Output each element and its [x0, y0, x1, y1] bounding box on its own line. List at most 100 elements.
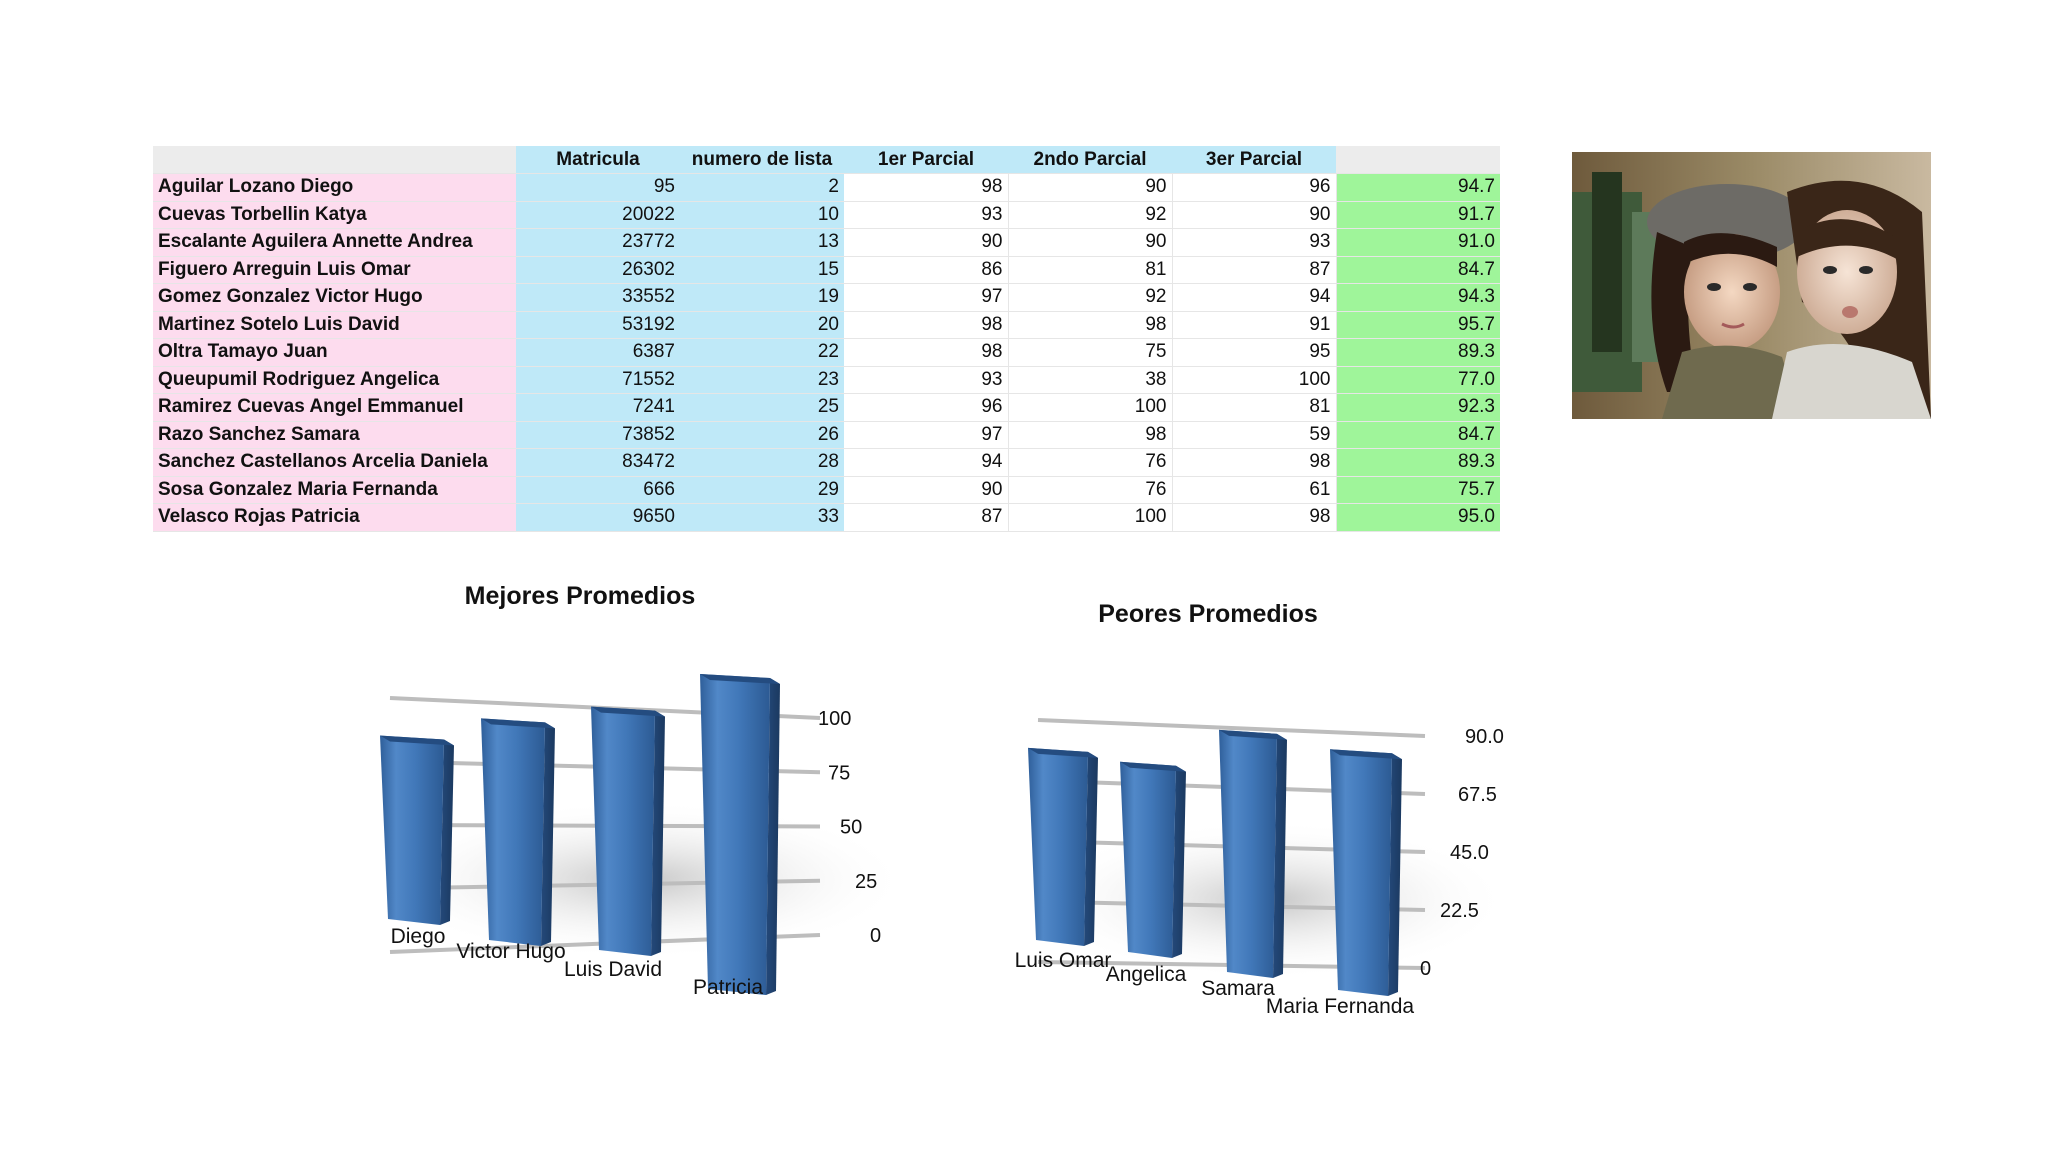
table-row: Gomez Gonzalez Victor Hugo 33552 19 97 92 94 9… — [153, 283, 1500, 312]
cell-3er-parcial: 98 — [1172, 503, 1337, 532]
cell-3er-parcial: 81 — [1172, 393, 1337, 422]
cell-matricula: 33552 — [516, 283, 680, 312]
y-tick-label: 50 — [840, 817, 862, 839]
header-3er-parcial: 3er Parcial — [1172, 146, 1336, 174]
cell-promedio: 95.0 — [1336, 503, 1500, 532]
cell-3er-parcial: 96 — [1172, 173, 1337, 202]
cell-3er-parcial: 90 — [1172, 201, 1337, 229]
cell-promedio: 92.3 — [1336, 393, 1500, 422]
cell-2ndo-parcial: 76 — [1008, 476, 1173, 504]
table-row: Oltra Tamayo Juan 6387 22 98 75 95 89.3 — [153, 338, 1500, 367]
cell-1er-parcial: 98 — [844, 311, 1009, 339]
cell-student-name: Velasco Rojas Patricia — [153, 503, 516, 532]
cell-3er-parcial: 100 — [1172, 366, 1337, 394]
cell-promedio: 84.7 — [1336, 256, 1500, 284]
bar — [1219, 729, 1287, 978]
cell-2ndo-parcial: 38 — [1008, 366, 1173, 394]
cell-matricula: 20022 — [516, 201, 680, 229]
table-row: Aguilar Lozano Diego 95 2 98 90 96 94.7 — [153, 173, 1500, 202]
cell-numero-de-lista: 19 — [680, 283, 844, 312]
cell-2ndo-parcial: 76 — [1008, 448, 1173, 477]
header-matricula: Matricula — [516, 146, 680, 174]
table-row: Razo Sanchez Samara 73852 26 97 98 59 84.7 — [153, 421, 1500, 449]
y-tick-label: 0 — [870, 925, 881, 947]
cell-numero-de-lista: 10 — [680, 201, 844, 229]
table-row: Queupumil Rodriguez Angelica 71552 23 93 38 1… — [153, 366, 1500, 394]
table-row: Sosa Gonzalez Maria Fernanda 666 29 90 76 61 7… — [153, 476, 1500, 504]
y-tick-label: 90.0 — [1465, 726, 1504, 748]
y-tick-label: 22.5 — [1440, 900, 1479, 922]
cell-student-name: Martinez Sotelo Luis David — [153, 311, 516, 339]
cell-matricula: 53192 — [516, 311, 680, 339]
cell-promedio: 89.3 — [1336, 448, 1500, 477]
header-name — [153, 146, 516, 174]
cell-student-name: Sosa Gonzalez Maria Fernanda — [153, 476, 516, 504]
cell-promedio: 89.3 — [1336, 338, 1500, 367]
cell-numero-de-lista: 2 — [680, 173, 844, 202]
cell-matricula: 83472 — [516, 448, 680, 477]
cell-1er-parcial: 98 — [844, 338, 1009, 367]
cell-3er-parcial: 59 — [1172, 421, 1337, 449]
cell-1er-parcial: 93 — [844, 201, 1009, 229]
cell-3er-parcial: 98 — [1172, 448, 1337, 477]
cell-1er-parcial: 86 — [844, 256, 1009, 284]
cell-1er-parcial: 98 — [844, 173, 1009, 202]
cell-1er-parcial: 94 — [844, 448, 1009, 477]
bar — [380, 735, 454, 925]
cell-matricula: 9650 — [516, 503, 680, 532]
table-row: Escalante Aguilera Annette Andrea 23772 13… — [153, 228, 1500, 257]
cell-promedio: 91.7 — [1336, 201, 1500, 229]
header-numero-de-lista: numero de lista — [680, 146, 844, 174]
student-photo — [1572, 152, 1931, 419]
cell-3er-parcial: 93 — [1172, 228, 1337, 257]
table-row: Martinez Sotelo Luis David 53192 20 98 98 91 9… — [153, 311, 1500, 339]
cell-student-name: Aguilar Lozano Diego — [153, 173, 516, 202]
cell-matricula: 95 — [516, 173, 680, 202]
category-label: Victor Hugo — [456, 940, 565, 963]
y-tick-label: 75 — [828, 762, 850, 784]
category-label: Samara — [1201, 977, 1275, 1000]
bar — [591, 706, 665, 956]
cell-matricula: 26302 — [516, 256, 680, 284]
cell-matricula: 666 — [516, 476, 680, 504]
cell-2ndo-parcial: 81 — [1008, 256, 1173, 284]
cell-matricula: 7241 — [516, 393, 680, 422]
cell-student-name: Escalante Aguilera Annette Andrea — [153, 228, 516, 257]
category-label: Luis David — [564, 958, 662, 981]
cell-1er-parcial: 97 — [844, 421, 1009, 449]
bar — [700, 674, 780, 995]
header-promedio — [1336, 146, 1500, 174]
cell-2ndo-parcial: 100 — [1008, 503, 1173, 532]
y-tick-label: 100 — [818, 708, 851, 730]
cell-2ndo-parcial: 92 — [1008, 201, 1173, 229]
cell-matricula: 6387 — [516, 338, 680, 367]
cell-student-name: Queupumil Rodriguez Angelica — [153, 366, 516, 394]
category-label: Diego — [391, 925, 446, 948]
category-label: Maria Fernanda — [1266, 995, 1415, 1018]
cell-matricula: 23772 — [516, 228, 680, 257]
cell-2ndo-parcial: 90 — [1008, 228, 1173, 257]
cell-2ndo-parcial: 100 — [1008, 393, 1173, 422]
y-tick-label: 0 — [1420, 958, 1431, 980]
header-1er-parcial: 1er Parcial — [844, 146, 1008, 174]
cell-3er-parcial: 61 — [1172, 476, 1337, 504]
cell-3er-parcial: 94 — [1172, 283, 1337, 312]
cell-2ndo-parcial: 90 — [1008, 173, 1173, 202]
cell-2ndo-parcial: 98 — [1008, 311, 1173, 339]
cell-1er-parcial: 97 — [844, 283, 1009, 312]
cell-student-name: Oltra Tamayo Juan — [153, 338, 516, 367]
cell-2ndo-parcial: 98 — [1008, 421, 1173, 449]
gridline — [1037, 718, 1426, 738]
cell-3er-parcial: 87 — [1172, 256, 1337, 284]
y-tick-label: 67.5 — [1458, 784, 1497, 806]
cell-numero-de-lista: 25 — [680, 393, 844, 422]
bar — [1330, 749, 1402, 996]
cell-student-name: Figuero Arreguin Luis Omar — [153, 256, 516, 284]
cell-2ndo-parcial: 92 — [1008, 283, 1173, 312]
cell-student-name: Ramirez Cuevas Angel Emmanuel — [153, 393, 516, 422]
cell-1er-parcial: 87 — [844, 503, 1009, 532]
cell-1er-parcial: 90 — [844, 476, 1009, 504]
cell-numero-de-lista: 33 — [680, 503, 844, 532]
cell-numero-de-lista: 22 — [680, 338, 844, 367]
